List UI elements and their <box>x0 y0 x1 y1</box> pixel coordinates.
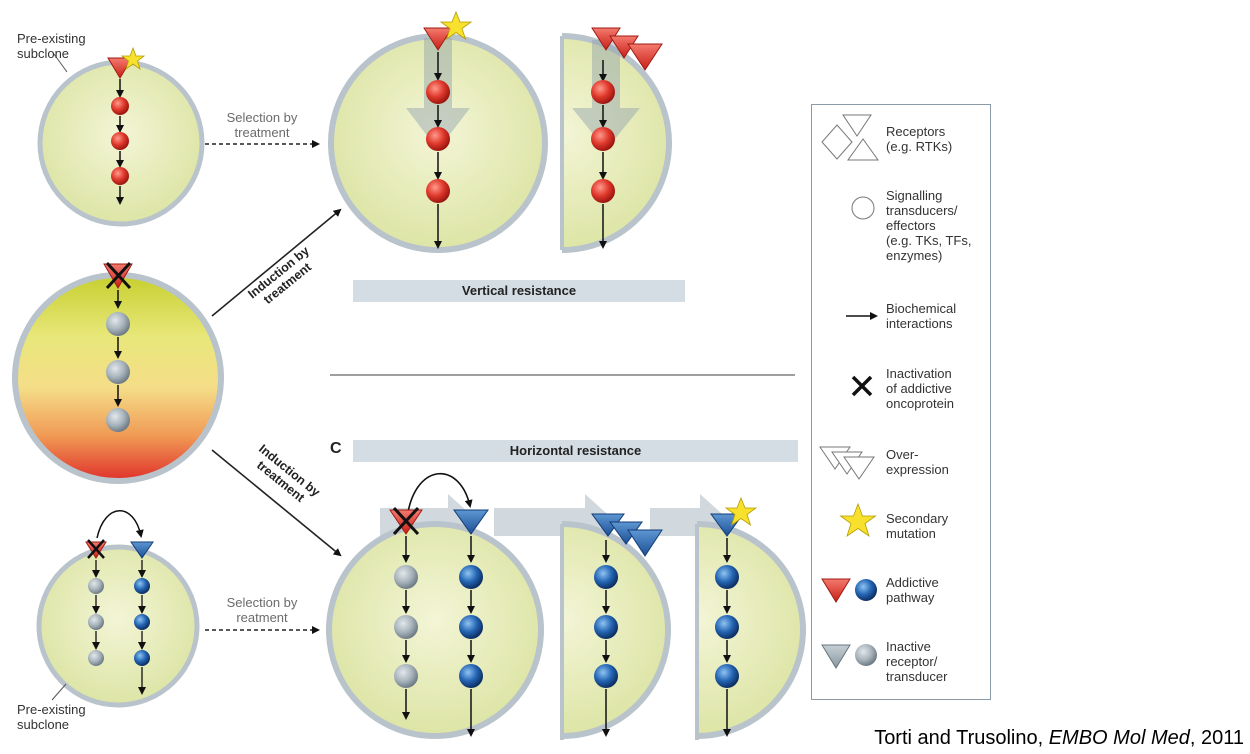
horizontal-resistance-bar: Horizontal resistance <box>353 440 798 462</box>
inactive-receptor-icon <box>821 644 851 669</box>
cell-vertical-resistance-1 <box>328 10 548 253</box>
receptor-diamond-icon <box>821 124 853 160</box>
citation: Torti and Trusolino, EMBO Mol Med, 2011 <box>874 727 1244 750</box>
selection-label-top: Selection by treatment <box>226 110 298 140</box>
cell-bottom-left <box>36 510 200 708</box>
red-node-icon <box>111 97 129 115</box>
cell-top-left <box>37 46 205 227</box>
legend-signalling: Signalling transducers/ effectors (e.g. … <box>886 188 972 263</box>
inactivation-x-icon <box>851 375 873 397</box>
addictive-receptor-icon <box>821 578 851 603</box>
legend-panel: Receptors (e.g. RTKs) Signalling transdu… <box>811 104 991 700</box>
legend-icons <box>819 114 879 480</box>
legend-secondary-mutation: Secondary mutation <box>886 511 949 541</box>
receptor-triangle-up-icon <box>847 138 879 161</box>
overexpression-triangle-icon <box>843 456 875 480</box>
red-node-icon <box>111 132 129 150</box>
star-icon <box>724 496 758 527</box>
star-icon <box>439 10 473 41</box>
citation-authors: Torti and Trusolino, <box>874 727 1049 749</box>
legend-overexpression: Over- expression <box>886 447 949 477</box>
legend-receptors: Receptors (e.g. RTKs) <box>886 124 953 154</box>
secondary-mutation-star-icon <box>839 502 877 537</box>
citation-year: , 2011 <box>1189 727 1244 749</box>
citation-journal: EMBO Mol Med <box>1048 727 1190 749</box>
selection-label-bottom: Selection by reatment <box>226 595 298 625</box>
cell-middle-left <box>12 261 224 484</box>
pre-existing-label-bottom: Pre-existing subclone <box>17 702 86 732</box>
panel-letter: C <box>330 440 342 457</box>
induction-arrow-top <box>211 208 342 317</box>
transducer-circle-icon <box>851 196 875 220</box>
vertical-resistance-bar: Vertical resistance <box>353 280 685 302</box>
cell-horizontal-resistance-2 <box>560 513 671 740</box>
legend-biochemical: Biochemical interactions <box>886 301 957 331</box>
legend-addictive-pathway: Addictive pathway <box>886 575 939 605</box>
legend-inactivation: Inactivation of addictive oncoprotein <box>886 366 954 411</box>
cell-horizontal-resistance-1 <box>326 472 544 739</box>
star-icon <box>120 46 146 71</box>
red-node-icon <box>111 167 129 185</box>
cell-vertical-resistance-2 <box>560 27 672 253</box>
legend-inactive: Inactive receptor/ transducer <box>886 639 948 684</box>
receptor-triangle-down-icon <box>842 114 872 137</box>
inactive-node-icon <box>855 644 877 666</box>
pre-existing-label-top: Pre-existing subclone <box>17 31 86 61</box>
addictive-node-icon <box>855 579 877 601</box>
induction-arrow-bottom <box>211 449 342 557</box>
cell-horizontal-resistance-3 <box>695 496 806 740</box>
